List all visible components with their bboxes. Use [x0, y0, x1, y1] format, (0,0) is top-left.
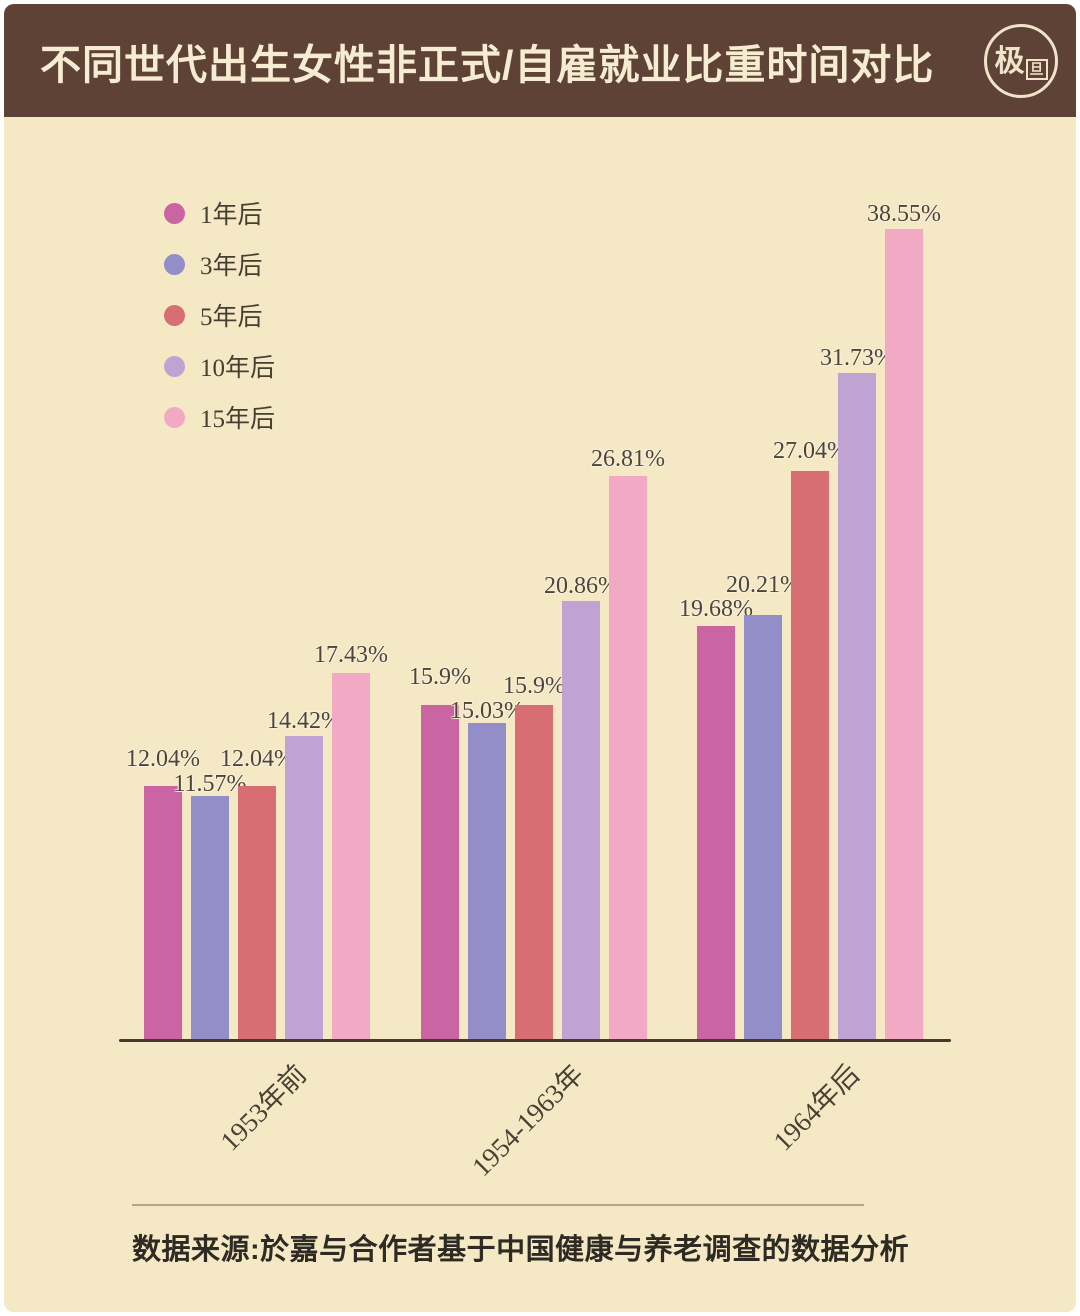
bar-value-label: 15.03% — [450, 698, 524, 724]
legend-item: 15年后 — [164, 402, 276, 433]
chart-card: 不同世代出生女性非正式/自雇就业比重时间对比 极 旦 1年后 3年后 5年后 1… — [4, 4, 1076, 1312]
bar-value-label: 14.42% — [267, 708, 341, 734]
bar-value-label: 12.04% — [220, 746, 294, 772]
bar-value-label: 20.21% — [726, 572, 800, 598]
legend-label: 10年后 — [200, 355, 276, 382]
x-tick-label: 1953年前 — [214, 1058, 313, 1157]
bar-1953年前-3年后 — [191, 796, 229, 1039]
bar-value-label: 26.81% — [591, 446, 665, 472]
bar-value-label: 15.9% — [409, 664, 471, 690]
legend-swatch-icon — [164, 202, 185, 224]
legend-item: 3年后 — [164, 249, 275, 280]
legend-label: 3年后 — [200, 253, 263, 280]
bar-value-label: 27.04% — [773, 438, 847, 464]
bar-value-label: 12.04% — [126, 746, 200, 772]
bar-1953年前-10年后 — [285, 736, 323, 1039]
x-tick-label: 1964年后 — [767, 1058, 866, 1157]
x-axis-line — [119, 1039, 951, 1042]
chart-legend: 1年后 3年后 5年后 10年后 15年后 — [164, 198, 276, 433]
bar-value-label: 11.57% — [173, 771, 247, 797]
legend-label: 1年后 — [200, 202, 263, 229]
bar-value-label: 38.55% — [867, 201, 941, 227]
bar-1954-1963年-5年后 — [515, 705, 553, 1039]
legend-item: 5年后 — [164, 300, 275, 331]
legend-label: 15年后 — [200, 406, 276, 433]
footer-divider — [132, 1204, 864, 1206]
bar-value-label: 15.9% — [503, 673, 565, 699]
bar-1954-1963年-3年后 — [468, 723, 506, 1039]
bar-1964年后-3年后 — [744, 615, 782, 1039]
bar-1964年后-5年后 — [791, 471, 829, 1039]
legend-item: 10年后 — [164, 351, 276, 382]
data-source: 数据来源:於嘉与合作者基于中国健康与养老调查的数据分析 — [132, 1234, 910, 1266]
bar-1953年前-15年后 — [332, 673, 370, 1039]
bar-value-label: 19.68% — [679, 596, 753, 622]
bar-1954-1963年-10年后 — [562, 601, 600, 1039]
legend-swatch-icon — [164, 253, 185, 275]
legend-label: 5年后 — [200, 304, 263, 331]
bar-1964年后-10年后 — [838, 373, 876, 1039]
bar-1964年后-15年后 — [885, 229, 923, 1039]
logo-char-main: 极 — [994, 45, 1025, 78]
legend-swatch-icon — [164, 406, 185, 428]
bar-1953年前-5年后 — [238, 786, 276, 1039]
bar-1964年后-1年后 — [697, 626, 735, 1039]
page-title: 不同世代出生女性非正式/自雇就业比重时间对比 — [40, 41, 935, 88]
legend-swatch-icon — [164, 355, 185, 377]
bar-value-label: 31.73% — [820, 345, 894, 371]
bar-1953年前-1年后 — [144, 786, 182, 1039]
logo-char-sub: 旦 — [1025, 58, 1048, 80]
header: 不同世代出生女性非正式/自雇就业比重时间对比 极 旦 — [4, 4, 1076, 117]
x-tick-label: 1954-1963年 — [466, 1058, 590, 1182]
bar-1954-1963年-1年后 — [421, 705, 459, 1039]
legend-swatch-icon — [164, 304, 185, 326]
legend-item: 1年后 — [164, 198, 275, 229]
bar-value-label: 20.86% — [544, 573, 618, 599]
bar-value-label: 17.43% — [314, 642, 388, 668]
bar-chart-plot: 1953年前 1954-1963年 1964年后 12.04% 11.57% 12.… — [4, 4, 1076, 1312]
bar-1954-1963年-15年后 — [609, 476, 647, 1039]
jizhou-logo-icon: 极 旦 — [984, 24, 1058, 98]
